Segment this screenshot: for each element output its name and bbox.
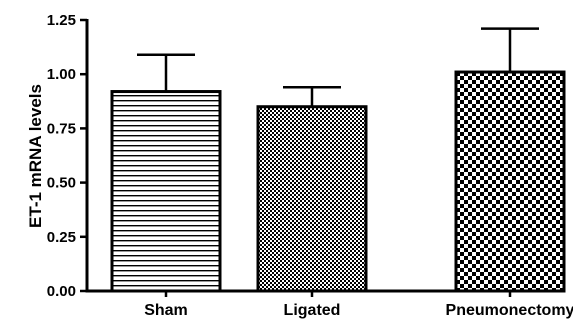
y-tick-label: 1.25 xyxy=(47,12,76,29)
error-bars xyxy=(137,27,539,107)
y-tick-label: 1.00 xyxy=(47,66,76,83)
x-tick-label-pneumonectomy: Pneumonectomy xyxy=(446,302,573,319)
bar-sham xyxy=(110,90,222,293)
x-tick-label-ligated: Ligated xyxy=(284,302,341,319)
y-axis-title: ET-1 mRNA levels xyxy=(26,84,45,228)
bar-ligated xyxy=(256,105,368,293)
y-tick-label: 0.25 xyxy=(47,229,76,246)
x-tick-label-sham: Sham xyxy=(144,302,188,319)
bars xyxy=(110,70,566,293)
y-tick-label: 0.75 xyxy=(47,120,76,137)
x-axis-labels: Sham Ligated Pneumonectomy xyxy=(144,291,573,319)
y-tick-label: 0.50 xyxy=(47,175,76,192)
y-axis-ticks: 0.00 0.25 0.50 0.75 1.00 1.25 xyxy=(47,12,87,300)
bar-pneumonectomy xyxy=(454,70,566,293)
y-tick-label: 0.00 xyxy=(47,283,76,300)
